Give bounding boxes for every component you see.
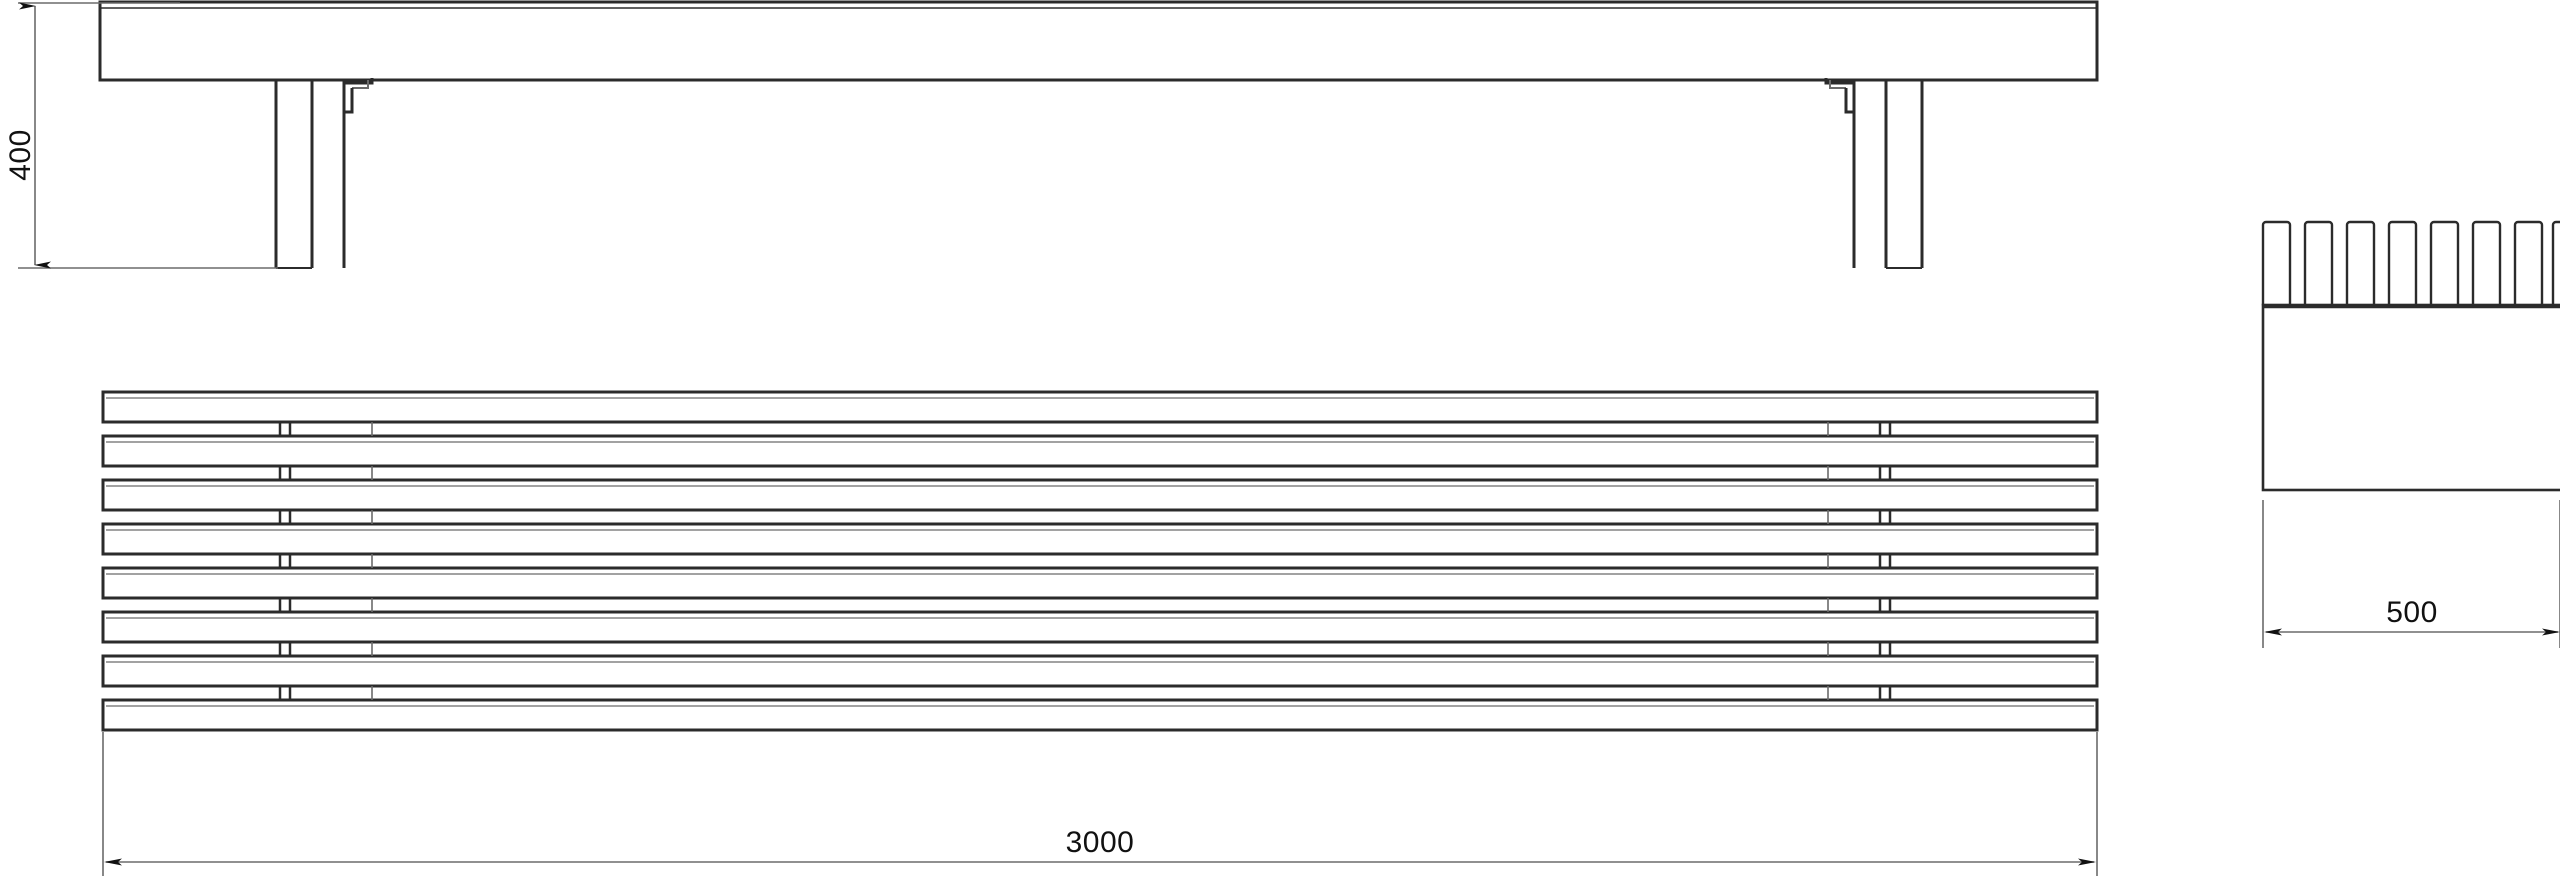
leg-left — [274, 80, 314, 269]
end-slat-tab — [2387, 220, 2418, 310]
slat-rect — [101, 698, 2099, 732]
end-slat-tab — [2429, 220, 2460, 310]
plan-slat — [101, 698, 2099, 732]
plan-slat — [101, 566, 2099, 600]
plan-slat — [101, 610, 2099, 644]
plan-view — [101, 390, 2099, 732]
bracket-right-tail — [1844, 88, 1854, 114]
end-elevation-view — [2261, 220, 2560, 492]
end-slat-tab — [2471, 220, 2502, 310]
plan-leg-left-lines — [278, 422, 373, 700]
end-body-outline — [2261, 303, 2560, 492]
plan-leg-right-lines — [1827, 422, 1892, 700]
end-slat-tabs — [2261, 220, 2560, 310]
bracket-right — [1824, 78, 1856, 268]
slat-rect — [101, 522, 2099, 556]
plan-slat — [101, 434, 2099, 468]
slat-rect — [101, 478, 2099, 512]
seat-slab-outline — [98, 0, 2099, 82]
dimension-length-3000: 3000 — [102, 732, 2098, 876]
end-slat-tab — [2345, 220, 2376, 310]
side-elevation-view — [98, 0, 2099, 269]
width-dimension-label: 500 — [2386, 596, 2438, 629]
plan-slat — [101, 390, 2099, 424]
end-slat-tab — [2261, 220, 2292, 310]
dimension-height-400: 400 — [4, 2, 278, 269]
length-dimension-label: 3000 — [1066, 826, 1135, 859]
slat-rect — [101, 434, 2099, 468]
height-dimension-label: 400 — [4, 129, 37, 181]
bracket-left-hook-inner — [352, 80, 369, 89]
end-slat-tab — [2513, 220, 2544, 310]
plan-slat — [101, 478, 2099, 512]
plan-slat — [101, 654, 2099, 688]
bracket-left-tail — [344, 88, 354, 114]
slat-rect — [101, 390, 2099, 424]
slat-rect — [101, 610, 2099, 644]
bracket-left — [342, 78, 374, 268]
dimension-width-500: 500 — [2262, 500, 2560, 648]
end-slat-tab — [2303, 220, 2334, 310]
slat-rect — [101, 654, 2099, 688]
plan-slat — [101, 522, 2099, 556]
bracket-left-hook-path — [344, 78, 374, 85]
leg-right — [1884, 80, 1924, 269]
bracket-right-hook-path — [1824, 78, 1854, 85]
end-slat-tab — [2551, 220, 2560, 310]
bracket-right-hook-inner — [1829, 80, 1846, 89]
slat-rect — [101, 566, 2099, 600]
